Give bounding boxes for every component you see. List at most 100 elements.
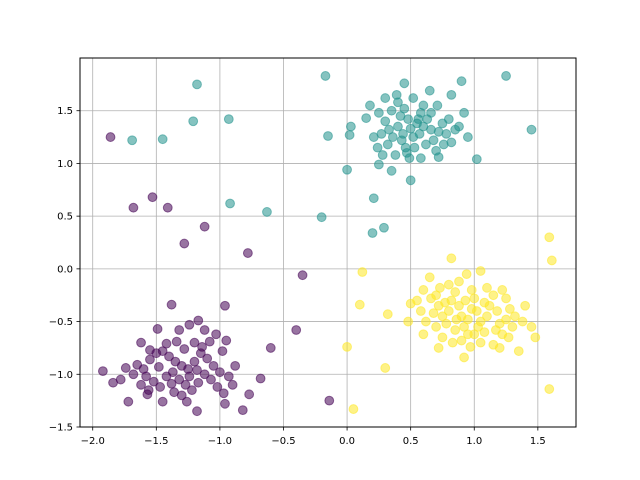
y-tick-label: −1.0 (49, 370, 73, 381)
data-point (469, 293, 480, 304)
data-point (136, 379, 146, 390)
data-point (167, 367, 178, 378)
x-tick-label: 0.5 (403, 436, 419, 447)
data-point (482, 282, 492, 293)
data-point (488, 290, 499, 301)
data-point (546, 255, 557, 266)
data-point (147, 192, 158, 203)
data-point (218, 388, 229, 399)
data-point (482, 311, 492, 322)
data-point (174, 325, 185, 335)
data-point (361, 113, 372, 123)
data-point (382, 139, 393, 150)
data-point (148, 376, 159, 387)
data-point (145, 345, 155, 355)
y-tick-label: 1.5 (57, 106, 73, 117)
data-point (155, 382, 166, 392)
data-point (197, 341, 207, 352)
data-point (368, 193, 379, 204)
data-point (426, 293, 436, 304)
data-point (320, 71, 331, 81)
data-point (368, 132, 379, 142)
data-point (473, 321, 483, 332)
data-point (221, 335, 232, 346)
data-point (367, 228, 378, 238)
data-points (97, 71, 557, 417)
x-axis: −2.0 −1.5 −1.0 −0.5 0.0 0.5 1.0 1.5 (81, 427, 546, 447)
y-tick-label: 0.5 (57, 212, 73, 223)
y-tick-label: −0.5 (49, 317, 73, 328)
data-point (212, 382, 223, 392)
data-point (316, 212, 327, 223)
data-point (404, 153, 415, 164)
data-point (297, 270, 308, 281)
data-point (214, 367, 225, 378)
data-point (128, 369, 139, 380)
y-tick-label: −1.5 (49, 423, 73, 434)
data-point (456, 335, 467, 346)
data-point (471, 306, 482, 316)
data-point (526, 321, 537, 332)
data-point (204, 336, 215, 347)
data-point (193, 377, 204, 388)
data-point (128, 202, 139, 213)
series-0 (97, 132, 335, 417)
data-point (421, 316, 431, 327)
data-point (479, 297, 490, 308)
data-point (324, 395, 335, 406)
data-point (501, 71, 511, 81)
data-point (497, 285, 508, 295)
data-point (443, 306, 454, 316)
data-point (412, 295, 422, 306)
data-point (492, 306, 503, 316)
data-point (152, 324, 163, 334)
data-point (408, 93, 419, 103)
data-point (433, 343, 444, 353)
data-point (141, 371, 152, 382)
data-point (184, 319, 195, 330)
data-point (217, 346, 228, 356)
data-point (503, 332, 514, 343)
data-point (418, 329, 429, 340)
data-point (187, 385, 197, 396)
data-point (517, 316, 528, 327)
data-point (220, 398, 230, 409)
data-point (479, 327, 490, 338)
data-point (391, 90, 402, 100)
data-point (157, 134, 168, 145)
data-point (265, 343, 276, 353)
data-point (115, 374, 126, 385)
data-point (462, 329, 473, 340)
data-point (348, 404, 359, 414)
data-point (199, 369, 210, 380)
data-point (387, 132, 398, 142)
data-point (403, 114, 414, 125)
data-point (181, 396, 192, 407)
data-point (342, 341, 352, 352)
data-point (380, 93, 391, 103)
data-point (504, 304, 515, 314)
data-point (520, 300, 531, 311)
data-point (171, 336, 182, 347)
data-point (373, 107, 384, 118)
data-point (418, 121, 429, 132)
data-point (180, 379, 191, 390)
data-point (421, 139, 431, 150)
data-point (225, 198, 235, 209)
data-point (123, 396, 134, 407)
data-point (418, 285, 429, 295)
data-point (437, 332, 448, 343)
data-point (386, 105, 397, 116)
data-point (262, 207, 272, 217)
data-point (386, 165, 397, 176)
data-point (365, 100, 375, 111)
data-point (372, 142, 383, 153)
data-point (379, 222, 389, 233)
x-tick-label: −1.0 (208, 436, 232, 447)
data-point (450, 287, 461, 297)
data-point (405, 175, 416, 186)
data-point (530, 332, 541, 343)
data-point (223, 371, 234, 382)
